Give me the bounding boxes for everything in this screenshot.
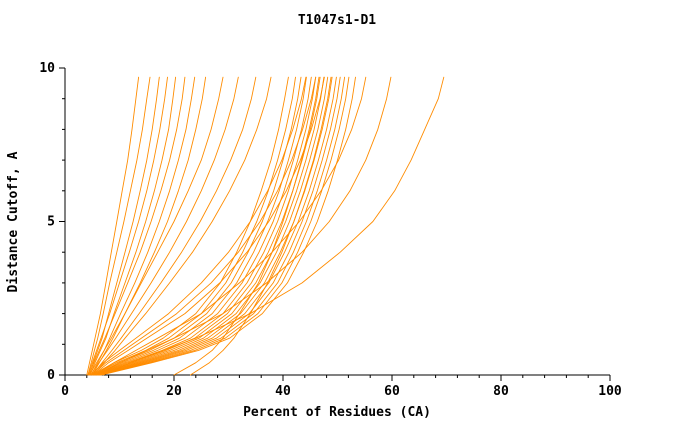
x-axis-label: Percent of Residues (CA): [243, 405, 431, 420]
series-line: [92, 76, 296, 376]
series-line: [89, 76, 224, 376]
series-line: [87, 76, 151, 376]
y-tick-label: 10: [39, 61, 55, 76]
series-line: [102, 76, 445, 376]
series-line: [98, 76, 337, 376]
x-tick-label: 40: [275, 384, 291, 399]
series-line: [91, 76, 289, 376]
y-tick-label: 5: [47, 215, 55, 230]
series-line: [94, 76, 307, 376]
series-line: [90, 76, 307, 376]
series-line: [97, 76, 329, 376]
series-line: [96, 76, 321, 376]
x-tick-label: 100: [598, 384, 622, 399]
series-line: [91, 76, 317, 376]
series-line: [92, 76, 272, 376]
series-line: [97, 76, 333, 376]
y-tick-label: 0: [47, 368, 55, 383]
series-line: [91, 76, 207, 376]
x-tick-label: 80: [493, 384, 509, 399]
series-line: [87, 76, 168, 376]
plot-area: 0 20 40 60 80 100 0 5 10: [39, 61, 622, 399]
x-tick-label: 20: [166, 384, 182, 399]
series-line: [189, 76, 332, 376]
series-line: [89, 76, 160, 376]
series-line: [99, 76, 350, 376]
series-line: [95, 76, 312, 376]
series-line: [100, 76, 356, 376]
series-line: [93, 76, 302, 376]
x-tick-label: 0: [61, 384, 69, 399]
y-axis-label: Distance Cutoff, A: [6, 151, 21, 292]
series-line: [97, 76, 392, 376]
x-tick-label: 60: [384, 384, 400, 399]
series-line: [99, 76, 346, 376]
series-line: [90, 76, 239, 376]
series-line: [173, 76, 320, 376]
series-line: [86, 76, 140, 376]
series-line: [89, 76, 177, 376]
series-line: [91, 76, 257, 376]
series-line: [98, 76, 341, 376]
series-line: [88, 76, 186, 376]
series-line: [92, 76, 325, 376]
chart-title: T1047s1-D1: [298, 13, 376, 28]
